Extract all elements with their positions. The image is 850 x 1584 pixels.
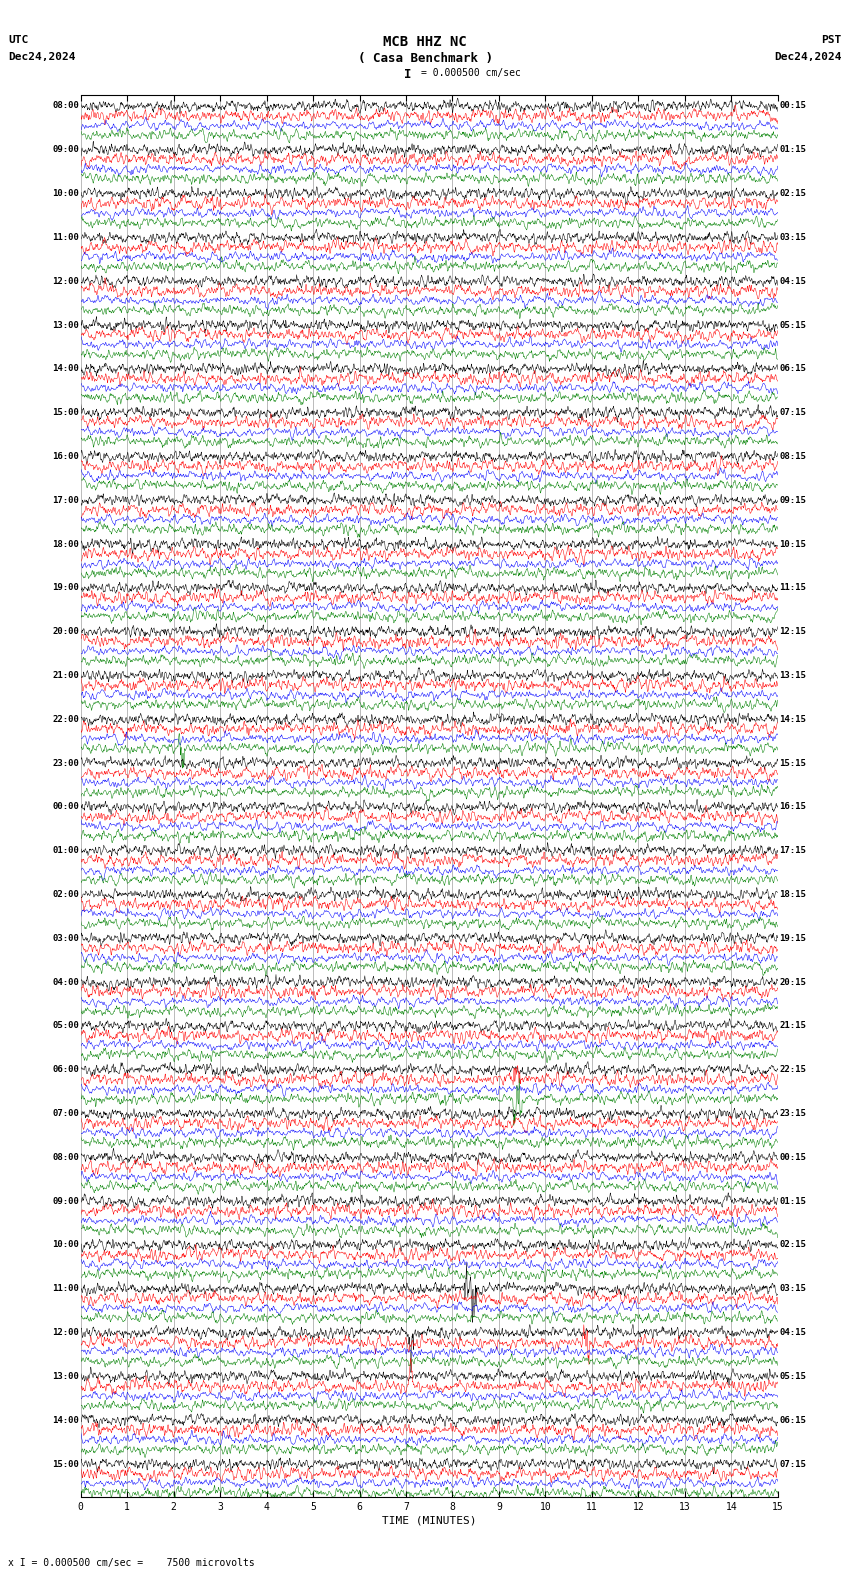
Text: 02:15: 02:15 <box>779 1240 806 1250</box>
Text: 09:00: 09:00 <box>53 1196 79 1205</box>
Text: 22:00: 22:00 <box>53 714 79 724</box>
Text: 14:00: 14:00 <box>53 1416 79 1424</box>
Text: 20:00: 20:00 <box>53 627 79 637</box>
Text: 11:15: 11:15 <box>779 583 806 592</box>
Text: 19:00: 19:00 <box>53 583 79 592</box>
Text: 09:15: 09:15 <box>779 496 806 505</box>
Text: 06:15: 06:15 <box>779 1416 806 1424</box>
Text: 21:15: 21:15 <box>779 1022 806 1031</box>
Text: 04:00: 04:00 <box>53 977 79 987</box>
Text: 02:00: 02:00 <box>53 890 79 900</box>
Text: 09:00: 09:00 <box>53 146 79 154</box>
Text: 10:00: 10:00 <box>53 188 79 198</box>
Text: ( Casa Benchmark ): ( Casa Benchmark ) <box>358 52 492 65</box>
Text: 23:00: 23:00 <box>53 759 79 768</box>
Text: = 0.000500 cm/sec: = 0.000500 cm/sec <box>421 68 520 78</box>
Text: 07:00: 07:00 <box>53 1109 79 1118</box>
Text: 05:00: 05:00 <box>53 1022 79 1031</box>
Text: 08:00: 08:00 <box>53 1153 79 1163</box>
Text: 17:15: 17:15 <box>779 846 806 855</box>
Text: 06:00: 06:00 <box>53 1066 79 1074</box>
Text: 07:15: 07:15 <box>779 409 806 417</box>
Text: 08:00: 08:00 <box>53 101 79 111</box>
Text: 15:00: 15:00 <box>53 1459 79 1468</box>
Text: Dec24,2024: Dec24,2024 <box>8 52 76 62</box>
Text: 10:00: 10:00 <box>53 1240 79 1250</box>
Text: 17:00: 17:00 <box>53 496 79 505</box>
Text: PST: PST <box>821 35 842 44</box>
Text: 06:15: 06:15 <box>779 364 806 374</box>
Text: 23:15: 23:15 <box>779 1109 806 1118</box>
Text: 22:15: 22:15 <box>779 1066 806 1074</box>
Text: 00:00: 00:00 <box>53 803 79 811</box>
Text: 14:00: 14:00 <box>53 364 79 374</box>
Text: I: I <box>405 68 411 81</box>
Text: 05:15: 05:15 <box>779 1372 806 1381</box>
Text: 13:15: 13:15 <box>779 672 806 680</box>
Text: Dec24,2024: Dec24,2024 <box>774 52 842 62</box>
Text: 12:00: 12:00 <box>53 1327 79 1337</box>
Text: 03:00: 03:00 <box>53 935 79 942</box>
Text: 13:00: 13:00 <box>53 1372 79 1381</box>
Text: 03:15: 03:15 <box>779 233 806 242</box>
Text: 04:15: 04:15 <box>779 1327 806 1337</box>
Text: 11:00: 11:00 <box>53 233 79 242</box>
Text: 20:15: 20:15 <box>779 977 806 987</box>
Text: 02:15: 02:15 <box>779 188 806 198</box>
Text: 04:15: 04:15 <box>779 277 806 285</box>
Text: x I = 0.000500 cm/sec =    7500 microvolts: x I = 0.000500 cm/sec = 7500 microvolts <box>8 1559 255 1568</box>
Text: 01:15: 01:15 <box>779 146 806 154</box>
Text: 18:15: 18:15 <box>779 890 806 900</box>
Text: 13:00: 13:00 <box>53 320 79 329</box>
Text: 12:15: 12:15 <box>779 627 806 637</box>
Text: 01:15: 01:15 <box>779 1196 806 1205</box>
Text: 16:15: 16:15 <box>779 803 806 811</box>
Text: UTC: UTC <box>8 35 29 44</box>
Text: 00:15: 00:15 <box>779 101 806 111</box>
Text: 15:15: 15:15 <box>779 759 806 768</box>
Text: 12:00: 12:00 <box>53 277 79 285</box>
Text: 15:00: 15:00 <box>53 409 79 417</box>
Text: 03:15: 03:15 <box>779 1285 806 1293</box>
Text: MCB HHZ NC: MCB HHZ NC <box>383 35 467 49</box>
Text: 08:15: 08:15 <box>779 451 806 461</box>
X-axis label: TIME (MINUTES): TIME (MINUTES) <box>382 1516 477 1525</box>
Text: 16:00: 16:00 <box>53 451 79 461</box>
Text: 19:15: 19:15 <box>779 935 806 942</box>
Text: 14:15: 14:15 <box>779 714 806 724</box>
Text: 07:15: 07:15 <box>779 1459 806 1468</box>
Text: 11:00: 11:00 <box>53 1285 79 1293</box>
Text: 21:00: 21:00 <box>53 672 79 680</box>
Text: 18:00: 18:00 <box>53 540 79 548</box>
Text: 00:15: 00:15 <box>779 1153 806 1163</box>
Text: 01:00: 01:00 <box>53 846 79 855</box>
Text: 05:15: 05:15 <box>779 320 806 329</box>
Text: 10:15: 10:15 <box>779 540 806 548</box>
